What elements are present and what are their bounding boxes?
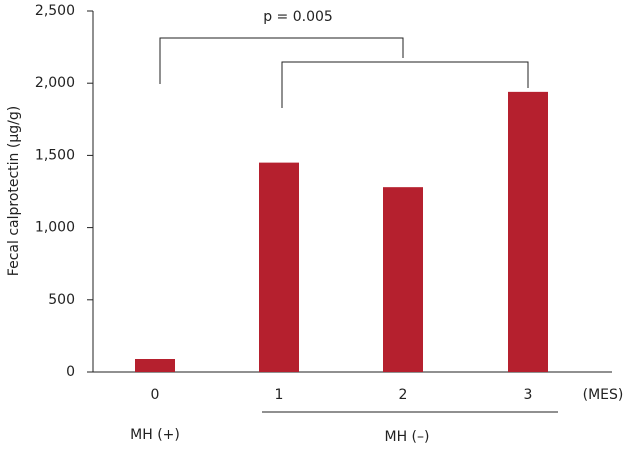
y-axis-label: Fecal calprotectin (µg/g) xyxy=(6,106,22,276)
annotation: p = 0.005 xyxy=(263,9,333,25)
x-unit-label: (MES) xyxy=(583,387,624,403)
bracket xyxy=(159,37,404,84)
bracket xyxy=(281,61,529,108)
x-tick-label: 3 xyxy=(524,387,533,403)
x-tick-label: 1 xyxy=(275,387,284,403)
group-label: MH (–) xyxy=(385,429,430,445)
x-tick-label: 0 xyxy=(151,387,160,403)
y-tick-label: 500 xyxy=(48,292,75,308)
x-tick-label: 2 xyxy=(399,387,408,403)
bar xyxy=(135,359,175,372)
y-tick-label: 1,500 xyxy=(35,147,75,163)
bar xyxy=(508,91,548,372)
y-tick-label: 0 xyxy=(66,364,75,380)
y-tick-label: 2,000 xyxy=(35,75,75,91)
group-label: MH (+) xyxy=(130,427,180,443)
bar xyxy=(259,162,299,372)
y-tick-label: 1,000 xyxy=(35,220,75,236)
y-tick-label: 2,500 xyxy=(35,3,75,19)
bar xyxy=(383,187,423,372)
